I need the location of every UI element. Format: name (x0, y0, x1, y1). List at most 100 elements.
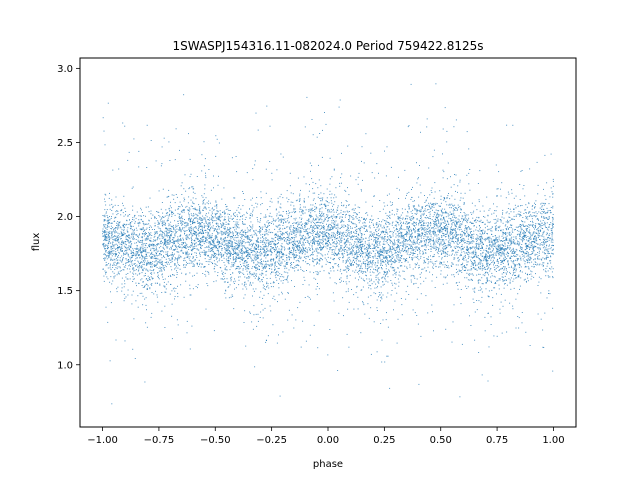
data-point (216, 256, 218, 258)
data-point (541, 206, 543, 208)
data-point (537, 231, 539, 233)
data-point (167, 217, 169, 219)
data-point (161, 230, 163, 232)
data-point (177, 257, 179, 259)
data-point (120, 250, 122, 252)
data-point (445, 245, 447, 246)
data-point (406, 192, 408, 194)
data-point (373, 240, 375, 242)
data-point (122, 258, 123, 260)
data-point (414, 277, 416, 279)
data-point (136, 253, 138, 255)
data-point (353, 243, 355, 245)
data-point (252, 266, 254, 268)
data-point (160, 267, 162, 269)
data-point (552, 307, 554, 309)
data-point (103, 280, 105, 282)
data-point (509, 217, 511, 218)
data-point (221, 216, 223, 218)
data-point (358, 254, 360, 256)
data-point (361, 270, 363, 272)
data-point (452, 233, 453, 235)
data-point (127, 215, 129, 217)
data-point (299, 211, 301, 213)
data-point (142, 257, 144, 259)
data-point (400, 218, 402, 219)
data-point (181, 222, 182, 224)
data-point (154, 264, 156, 266)
data-point (549, 267, 551, 269)
data-point (504, 268, 506, 270)
data-point (527, 257, 529, 259)
data-point (113, 276, 115, 278)
data-point (477, 230, 479, 232)
data-point (452, 222, 454, 224)
data-point (288, 222, 290, 224)
data-point (532, 212, 534, 214)
data-point (219, 213, 221, 215)
data-point (280, 256, 282, 258)
data-point (496, 265, 498, 266)
data-point (532, 249, 534, 250)
data-point (341, 220, 343, 222)
data-point (298, 198, 300, 200)
data-point (215, 222, 217, 224)
data-point (385, 230, 387, 232)
data-point (134, 358, 136, 359)
data-point (255, 253, 257, 255)
data-point (406, 232, 408, 234)
data-point (417, 210, 419, 212)
data-point (423, 257, 425, 258)
data-point (383, 241, 385, 243)
data-point (378, 254, 380, 256)
data-point (436, 237, 438, 239)
data-point (199, 216, 201, 218)
data-point (510, 218, 512, 220)
data-point (286, 262, 287, 263)
data-point (479, 228, 481, 230)
data-point (374, 287, 376, 289)
data-point (463, 259, 465, 261)
data-point (359, 207, 361, 209)
data-point (356, 255, 358, 257)
data-point (497, 230, 499, 232)
data-point (378, 223, 380, 225)
data-point (235, 235, 236, 237)
data-point (162, 223, 164, 225)
data-point (416, 162, 417, 164)
data-point (142, 243, 144, 245)
data-point (110, 253, 112, 255)
data-point (162, 262, 163, 264)
data-point (405, 197, 406, 199)
data-point (123, 225, 124, 227)
data-point (146, 238, 148, 240)
data-point (107, 255, 109, 257)
data-point (319, 222, 321, 224)
data-point (332, 266, 334, 268)
data-point (345, 226, 347, 227)
data-point (136, 211, 138, 213)
data-point (130, 251, 132, 253)
data-point (327, 204, 329, 206)
data-point (104, 198, 105, 200)
data-point (380, 300, 381, 302)
data-point (275, 209, 277, 211)
data-point (455, 264, 457, 266)
data-point (457, 249, 459, 251)
data-point (189, 259, 191, 261)
data-point (368, 256, 370, 258)
data-point (350, 238, 352, 240)
data-point (340, 209, 342, 211)
data-point (367, 303, 369, 305)
data-point (292, 229, 294, 231)
data-point (131, 229, 133, 231)
data-point (369, 266, 371, 268)
data-point (480, 250, 482, 251)
data-point (324, 254, 326, 256)
data-point (169, 205, 171, 207)
data-point (322, 248, 324, 250)
data-point (491, 245, 493, 247)
data-point (379, 253, 381, 255)
data-point (411, 259, 413, 261)
data-point (515, 195, 517, 197)
